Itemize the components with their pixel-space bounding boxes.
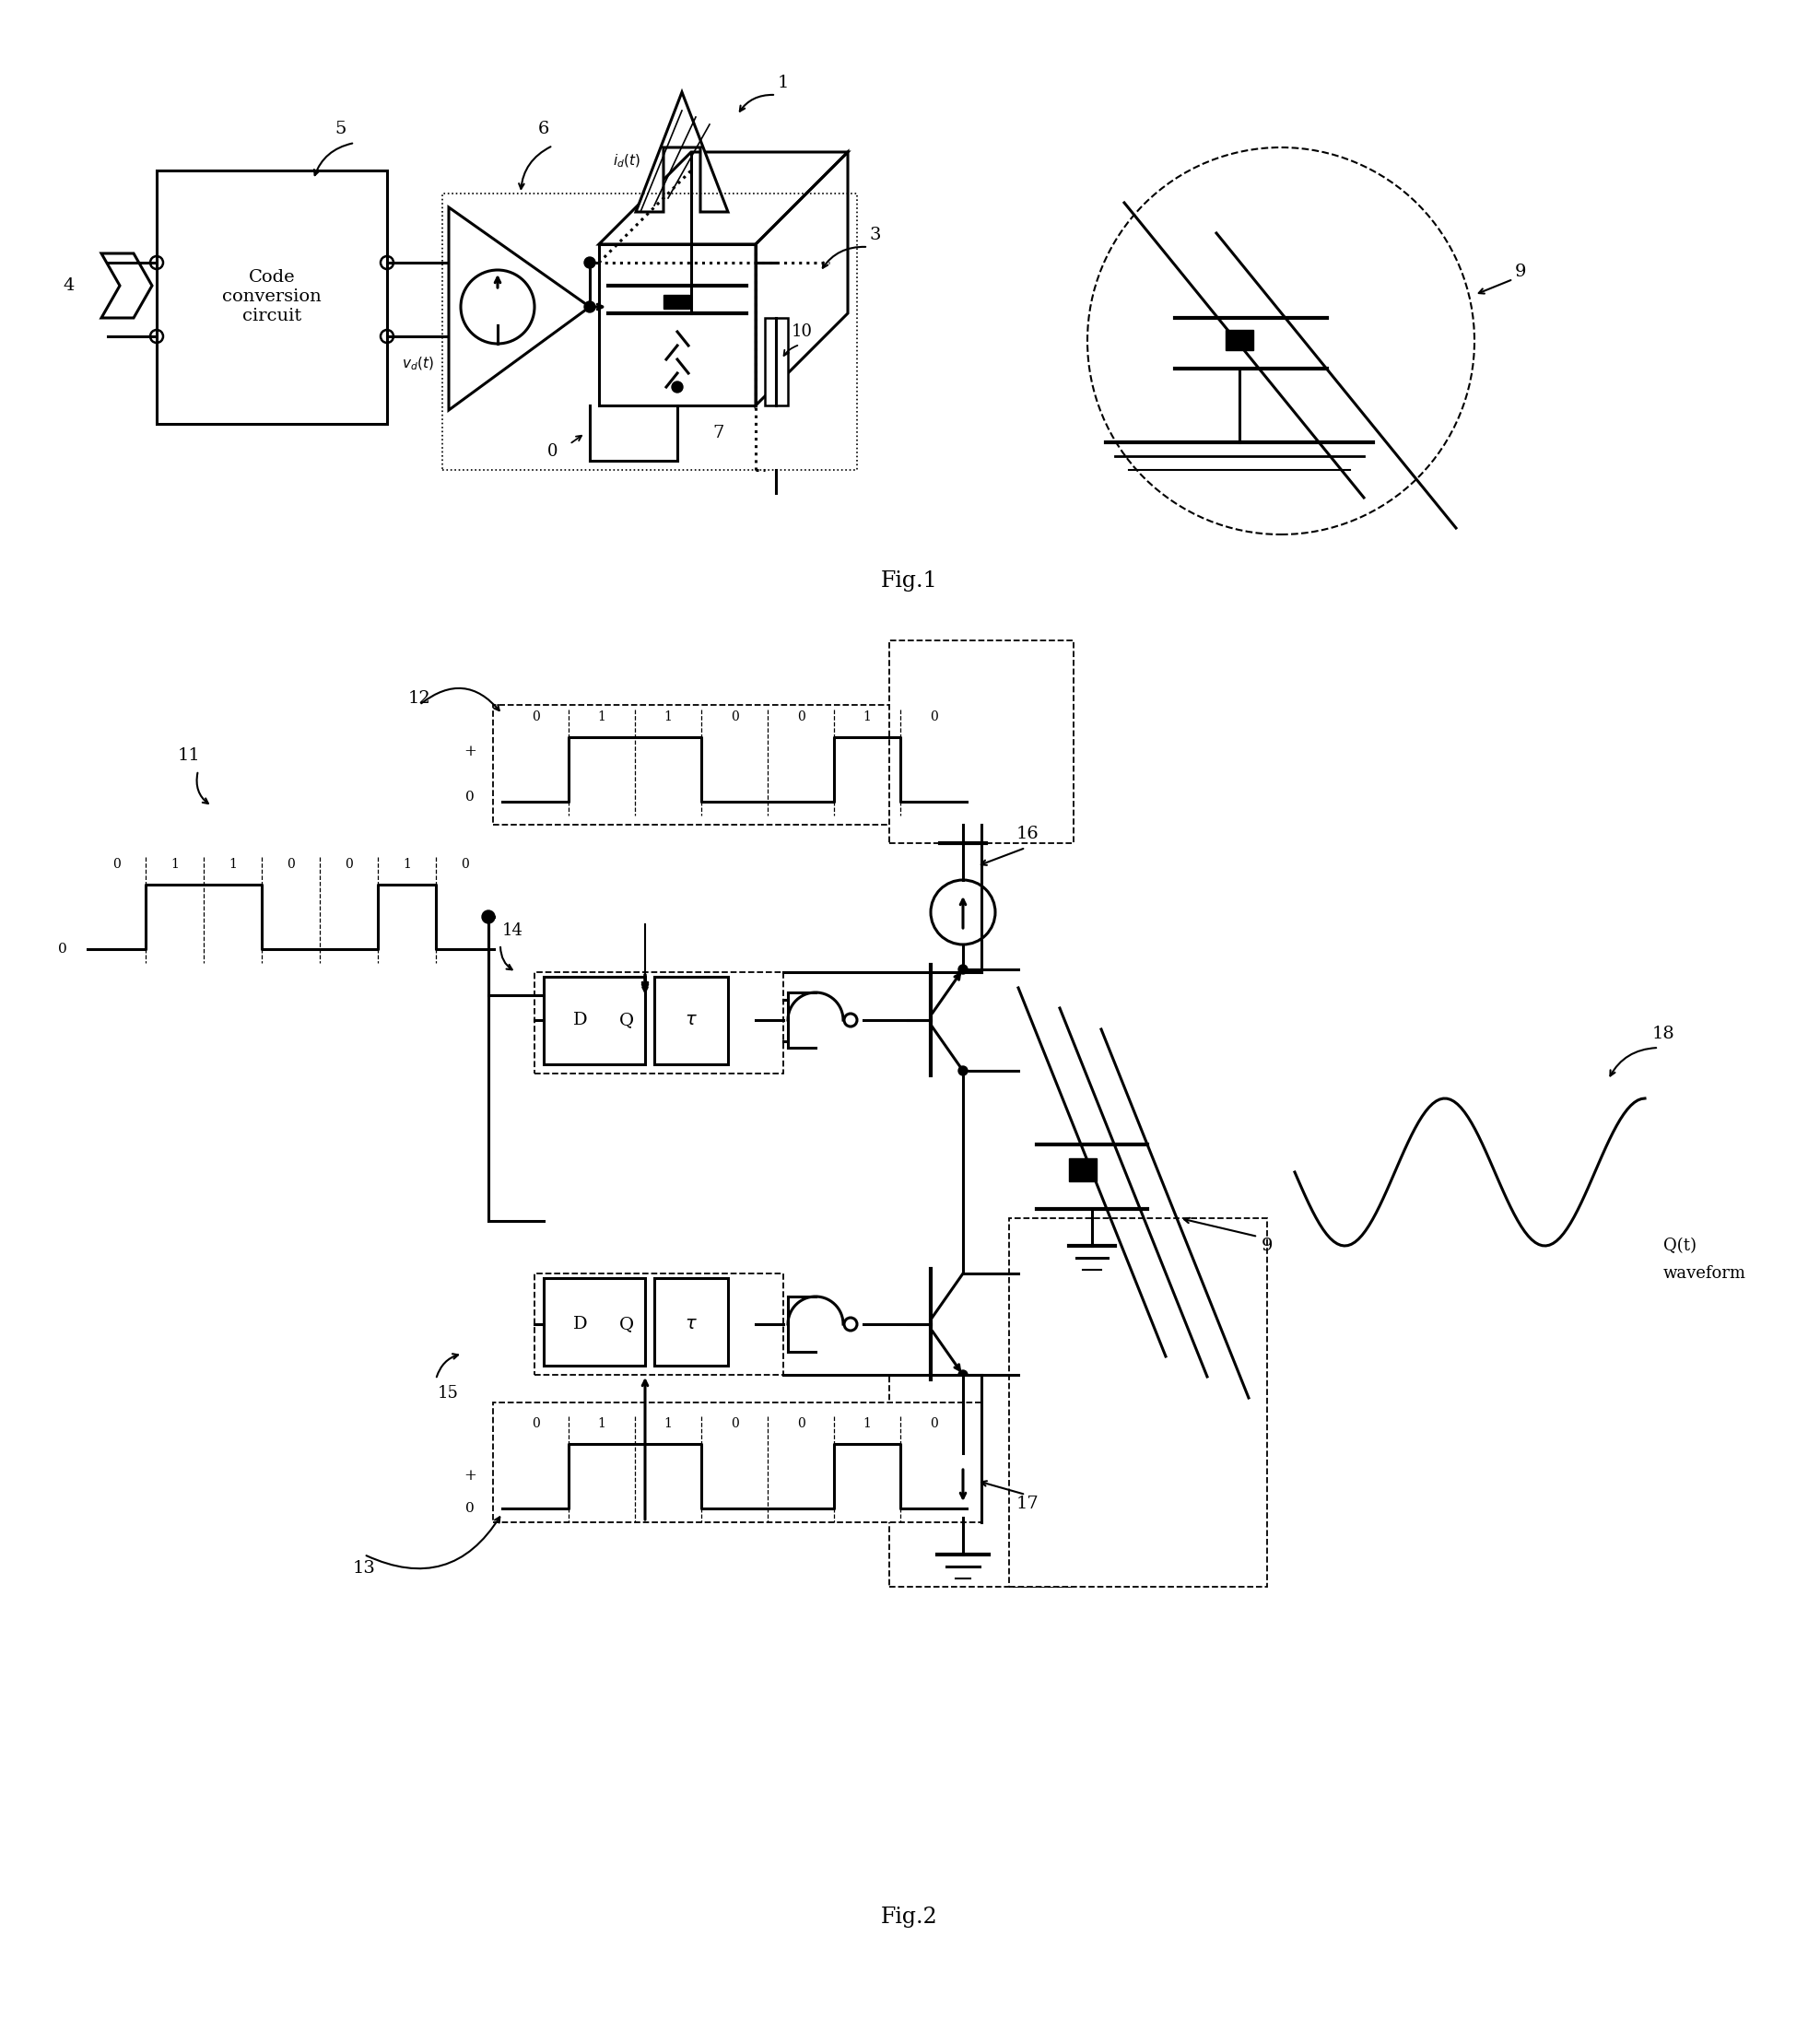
Text: 11: 11 [178,747,200,763]
Text: 1: 1 [597,710,606,723]
Text: 0: 0 [466,1502,475,1514]
Text: 0: 0 [288,859,295,871]
Text: Fig.2: Fig.2 [881,1906,937,1926]
Bar [1068,1159,1097,1181]
Text: $i_d(t)$: $i_d(t)$ [613,152,641,171]
Text: 9: 9 [1261,1238,1272,1255]
Text: 0: 0 [466,790,475,804]
Text: 0: 0 [344,859,353,871]
Text: 0: 0 [930,1417,937,1429]
Text: 1: 1 [229,859,237,871]
Text: 1: 1 [664,710,672,723]
Text: 1: 1 [863,1417,872,1429]
Polygon shape [635,91,728,211]
Text: 0: 0 [531,710,539,723]
Text: +: + [464,743,477,759]
Text: 0: 0 [460,859,470,871]
Text: 9: 9 [1514,264,1527,280]
Text: 10: 10 [792,323,812,339]
Circle shape [959,1370,968,1380]
Bar [664,294,690,309]
Text: 0: 0 [113,859,120,871]
Text: $\tau$: $\tau$ [684,1011,697,1029]
Text: 1: 1 [777,75,790,91]
Text: Code
conversion
circuit: Code conversion circuit [222,270,322,325]
Text: D: D [573,1315,588,1332]
Text: D: D [573,1011,588,1029]
Text: 16: 16 [1016,826,1039,842]
Text: 0: 0 [930,710,937,723]
Text: 0: 0 [797,710,804,723]
Text: Q: Q [619,1011,633,1029]
Bar [544,976,644,1064]
Bar [1008,1218,1267,1587]
Bar [599,244,755,406]
Bar [890,1374,1074,1587]
Text: 12: 12 [408,690,431,706]
Bar [157,171,388,424]
Text: 4: 4 [64,278,75,294]
Text: 17: 17 [1016,1496,1039,1512]
Circle shape [959,1066,968,1076]
Text: 15: 15 [439,1384,459,1401]
Text: 6: 6 [539,120,550,138]
Text: 1: 1 [664,1417,672,1429]
Text: Q(t): Q(t) [1663,1238,1696,1255]
Circle shape [584,300,595,313]
Text: 1: 1 [863,710,872,723]
Text: 0: 0 [58,942,67,956]
Text: 0: 0 [548,443,559,461]
Text: 18: 18 [1653,1025,1674,1041]
Text: waveform: waveform [1663,1265,1745,1281]
Bar [544,1279,644,1366]
Bar [493,704,981,824]
Text: 3: 3 [870,227,881,244]
Circle shape [482,909,495,924]
Circle shape [959,964,968,974]
Text: 5: 5 [335,120,346,138]
Bar [493,1403,981,1522]
Bar [535,1273,783,1374]
Text: $\tau$: $\tau$ [684,1315,697,1332]
Text: 1: 1 [597,1417,606,1429]
Text: 13: 13 [353,1559,375,1577]
Text: 1: 1 [402,859,411,871]
Bar [442,193,857,471]
Text: $v_d(t)$: $v_d(t)$ [402,355,433,371]
Text: Q: Q [619,1315,633,1332]
Text: Fig.1: Fig.1 [881,570,937,591]
Bar [653,1279,728,1366]
Text: 1: 1 [171,859,178,871]
Bar [764,319,788,406]
Bar [653,976,728,1064]
Bar [1225,331,1254,349]
Text: 14: 14 [502,922,524,940]
Text: 7: 7 [713,424,724,441]
Text: 0: 0 [531,1417,539,1429]
Text: 0: 0 [797,1417,804,1429]
Circle shape [672,382,682,392]
Bar [890,639,1074,842]
Circle shape [584,258,595,268]
Text: 0: 0 [730,710,739,723]
Text: +: + [464,1468,477,1484]
Bar [535,972,783,1074]
Text: 0: 0 [730,1417,739,1429]
